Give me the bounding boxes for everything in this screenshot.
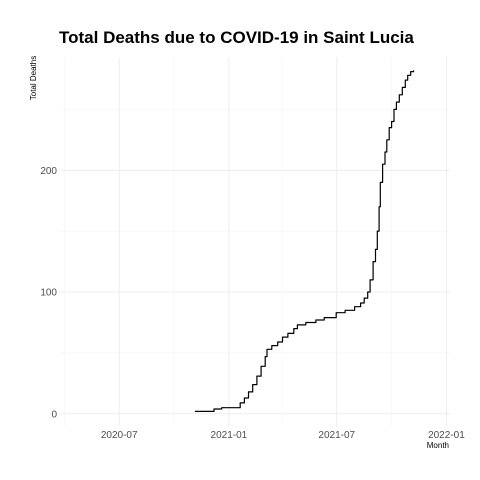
y-tick-label: 0	[51, 409, 57, 420]
x-tick-label: 2021-07	[318, 430, 355, 441]
x-tick-label: 2021-01	[211, 430, 248, 441]
y-tick-label: 200	[40, 166, 57, 177]
y-axis-ticks: 0 100 200	[40, 166, 57, 421]
y-tick-label: 100	[40, 288, 57, 299]
series-line	[194, 70, 415, 412]
x-axis-ticks: 2020-07 2021-01 2021-07 2022-01	[101, 430, 465, 441]
x-tick-label: 2022-01	[428, 430, 465, 441]
chart-title: Total Deaths due to COVID-19 in Saint Lu…	[59, 28, 414, 47]
x-axis-title: Month	[427, 441, 449, 450]
x-tick-label: 2020-07	[101, 430, 138, 441]
grid-lines	[59, 57, 450, 426]
y-axis-title: Total Deaths	[29, 56, 38, 100]
